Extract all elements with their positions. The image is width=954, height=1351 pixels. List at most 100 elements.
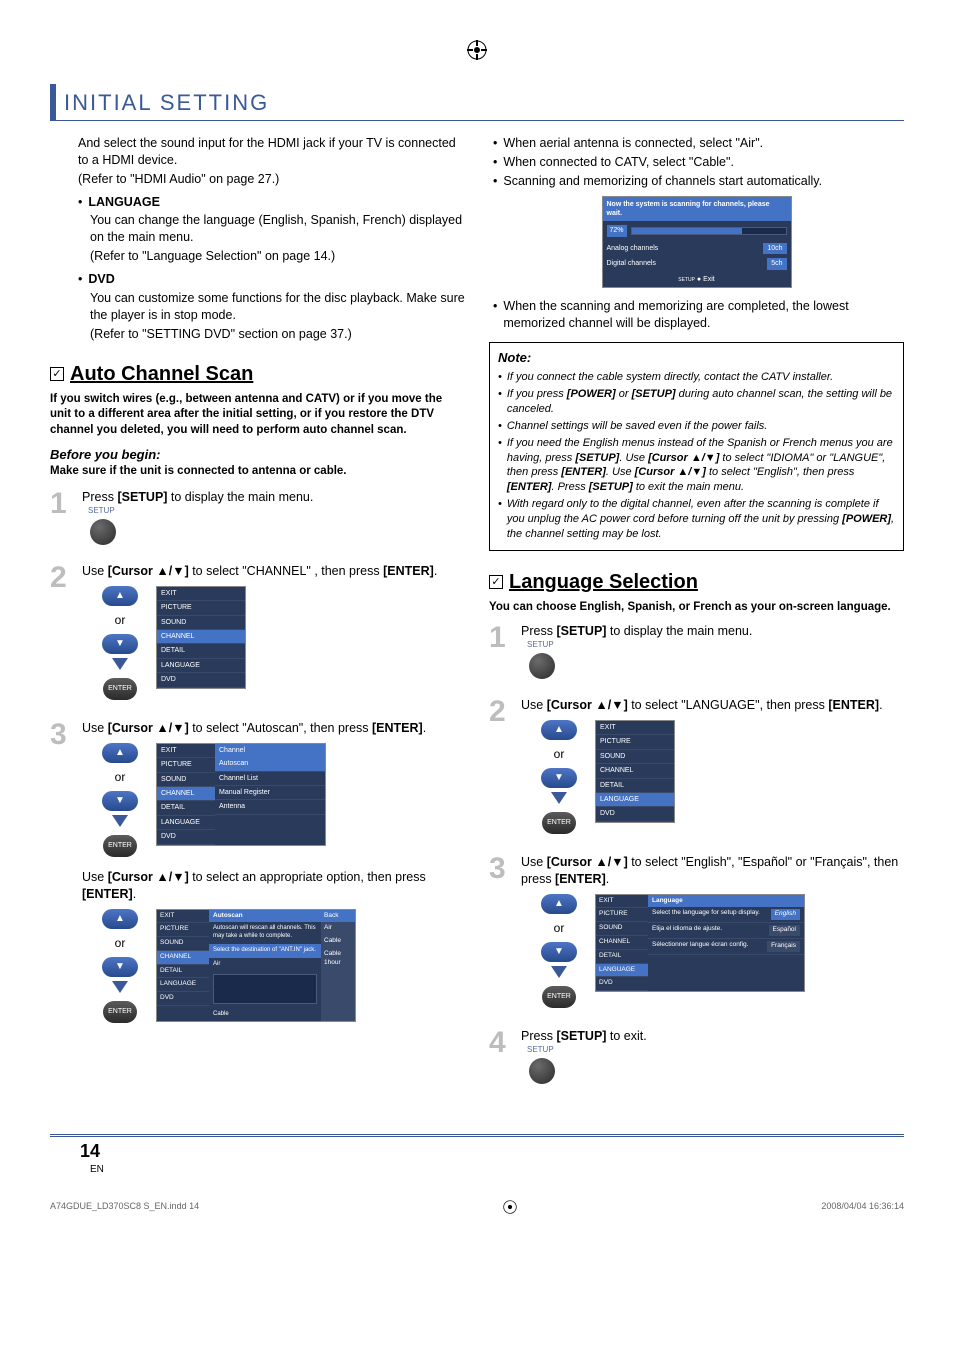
menu-row: Channel List <box>215 772 325 786</box>
menu-item: SOUND <box>596 922 648 936</box>
footer-right: 2008/04/04 16:36:14 <box>821 1200 904 1217</box>
page-lang: EN <box>50 1163 904 1177</box>
note-item: •If you need the English menus instead o… <box>498 436 895 495</box>
crop-mark-top <box>50 40 904 64</box>
or-text: or <box>115 612 126 628</box>
left-column: And select the sound input for the HDMI … <box>50 135 465 1094</box>
step-number: 2 <box>489 697 511 846</box>
intro-ref: (Refer to "HDMI Audio" on page 27.) <box>78 171 465 188</box>
or-text: or <box>554 920 565 936</box>
down-arrow-icon <box>112 815 128 827</box>
lang-step-3: 3 Use [Cursor ▲/▼] to select "English", … <box>489 854 904 1020</box>
step-number: 2 <box>50 563 72 712</box>
lang-ref: (Refer to "Language Selection" on page 1… <box>78 248 465 265</box>
menu-item: CHANNEL <box>596 936 648 950</box>
menu-item: EXIT <box>157 744 215 758</box>
enter-button-icon: ENTER <box>103 1001 137 1023</box>
menu-item: LANGUAGE <box>157 978 209 992</box>
menu-item: SOUND <box>596 750 674 764</box>
exit-label: Exit <box>703 276 715 283</box>
note-item: •If you press [POWER] or [SETUP] during … <box>498 387 895 417</box>
enter-button-icon: ENTER <box>542 986 576 1008</box>
bullet-item: •DVD <box>78 271 465 288</box>
menu-header-channel: Channel <box>215 744 325 757</box>
down-arrow-icon <box>551 966 567 978</box>
step3b-text: Use [Cursor ▲/▼] to select an appropriat… <box>82 869 465 903</box>
lang-sel-title: Language Selection <box>509 569 698 596</box>
menu-item: DVD <box>157 992 209 1006</box>
menu-item: LANGUAGE <box>596 964 648 978</box>
scan-progress-box: Now the system is scanning for channels,… <box>602 196 792 289</box>
lang-step-4: 4 Press [SETUP] to exit. SETUP <box>489 1028 904 1094</box>
page-title: INITIAL SETTING <box>50 84 904 121</box>
note-title: Note: <box>498 349 895 367</box>
bullet-heading-language: LANGUAGE <box>88 194 160 211</box>
rt-bullet: •When aerial antenna is connected, selec… <box>489 135 904 152</box>
lang-step-2: 2 Use [Cursor ▲/▼] to select "LANGUAGE",… <box>489 697 904 846</box>
menu-item-channel: CHANNEL <box>157 630 245 644</box>
page-title-rest: NITIAL SETTING <box>72 90 269 115</box>
cable-label: Cable <box>213 1011 229 1017</box>
note-box: Note: •If you connect the cable system d… <box>489 342 904 551</box>
lang-row-label: Select the language for setup display. <box>652 909 768 920</box>
opt-back: Back <box>321 910 355 923</box>
menu-item: CHANNEL <box>157 951 209 965</box>
menu-item: PICTURE <box>596 908 648 922</box>
crop-mark-bottom <box>503 1200 517 1217</box>
progress-bar <box>631 227 787 235</box>
lang-row-val-francais: Français <box>767 941 800 952</box>
menu-item-exit: EXIT <box>157 587 245 601</box>
autoscan-text2: Select the destination of "ANT.IN" jack. <box>209 944 321 958</box>
setup-small: SETUP <box>678 277 695 283</box>
bullet-heading-dvd: DVD <box>88 271 114 288</box>
step1-text: Press [SETUP] to display the main menu. <box>82 489 465 506</box>
menu-item: CHANNEL <box>157 787 215 801</box>
opt-air: Air <box>321 922 355 935</box>
lang-sel-intro: You can choose English, Spanish, or Fren… <box>489 600 904 616</box>
setup-button-icon <box>529 1058 555 1084</box>
menu-panel-2: EXIT PICTURE SOUND CHANNEL DETAIL LANGUA… <box>156 743 326 846</box>
lang-row-val-english: English <box>771 909 800 920</box>
menu-item-dvd: DVD <box>157 673 245 687</box>
menu-item: EXIT <box>157 910 209 924</box>
menu-item: DVD <box>596 977 648 991</box>
menu-item-picture: PICTURE <box>157 601 245 615</box>
down-arrow-icon <box>112 981 128 993</box>
scan-percent: 72% <box>607 225 627 236</box>
menu-item: DETAIL <box>596 779 674 793</box>
lang-row-label: Sélectionner langue écran config. <box>652 941 764 952</box>
menu-item-sound: SOUND <box>157 616 245 630</box>
step2-text: Use [Cursor ▲/▼] to select "CHANNEL" , t… <box>82 563 465 580</box>
menu-item: LANGUAGE <box>157 816 215 830</box>
page-title-first: I <box>64 90 72 115</box>
step-number: 4 <box>489 1028 511 1094</box>
opt-cable: Cable <box>321 935 355 948</box>
menu-item-language: LANGUAGE <box>596 793 674 807</box>
down-arrow-icon <box>551 792 567 804</box>
cursor-up-icon: ▲ <box>541 894 577 914</box>
step-number: 3 <box>50 720 72 1035</box>
menu-row-autoscan: Autoscan <box>215 757 325 771</box>
cursor-up-icon: ▲ <box>102 743 138 763</box>
lang-row-label: Elija el idioma de ajuste. <box>652 925 766 936</box>
enter-button-icon: ENTER <box>103 835 137 857</box>
menu-row: Manual Register <box>215 786 325 800</box>
step-1: 1 Press [SETUP] to display the main menu… <box>50 489 465 555</box>
note-item: •Channel settings will be saved even if … <box>498 419 895 434</box>
page-number-area: 14 EN <box>50 1134 904 1177</box>
remote-stack: ▲ or ▼ ENTER <box>541 894 577 1008</box>
lang-desc: You can change the language (English, Sp… <box>78 212 465 246</box>
analog-label: Analog channels <box>607 244 659 253</box>
section-language-selection: ✓ Language Selection <box>489 569 904 596</box>
menu-item: SOUND <box>157 937 209 951</box>
cursor-up-icon: ▲ <box>102 586 138 606</box>
lang-step3-text: Use [Cursor ▲/▼] to select "English", "E… <box>521 854 904 888</box>
menu-item: PICTURE <box>596 735 674 749</box>
menu-item: EXIT <box>596 895 648 909</box>
cursor-down-icon: ▼ <box>102 791 138 811</box>
check-box-icon: ✓ <box>50 367 64 381</box>
or-text: or <box>554 746 565 762</box>
down-arrow-icon <box>112 658 128 670</box>
menu-row: Antenna <box>215 800 325 814</box>
note-item: •If you connect the cable system directl… <box>498 370 895 385</box>
